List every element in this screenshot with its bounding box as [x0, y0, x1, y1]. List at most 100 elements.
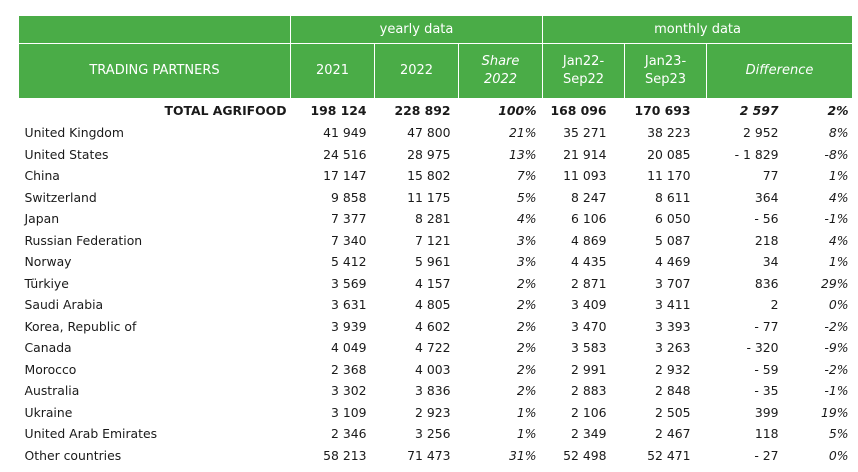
country-name: United Kingdom [24, 125, 124, 141]
difference-pct: -1% [824, 383, 849, 399]
value-jan23-sep23: 3 707 [655, 275, 691, 291]
difference-pct: -1% [824, 211, 849, 227]
value-2022: 4 003 [415, 361, 451, 377]
value-2021: 3 302 [331, 383, 367, 399]
difference: 77 [762, 168, 779, 184]
value-2022: 47 800 [407, 125, 451, 141]
difference: 2 952 [743, 125, 779, 141]
value-2021: 3 109 [331, 404, 367, 420]
difference-pct: -9% [824, 340, 849, 356]
header-share-2022: Share 2022 [457, 43, 544, 99]
header-column-row: TRADING PARTNERS 2021 2022 Share 2022 Ja… [18, 43, 854, 99]
value-jan22-sep22: 2 349 [571, 426, 607, 442]
table-row: Other countries 58 213 71 473 31% 52 498 52 4… [19, 445, 853, 467]
value-jan22-sep22: 4 435 [571, 254, 607, 270]
share-2022: 21% [508, 125, 537, 141]
value-2022: 4 722 [415, 340, 451, 356]
value-2022: 2 923 [415, 404, 451, 420]
country-name: United Arab Emirates [24, 426, 158, 442]
value-2022: 7 121 [415, 232, 451, 248]
value-jan22-sep22: 8 247 [571, 189, 607, 205]
difference-pct: 1% [828, 254, 849, 270]
total-difference: 2 597 [706, 98, 793, 122]
value-jan22-sep22: 21 914 [563, 146, 607, 162]
value-2021: 24 516 [323, 146, 367, 162]
difference-pct: 0% [828, 297, 849, 313]
header-trading-partners: TRADING PARTNERS [18, 43, 291, 99]
value-jan22-sep22: 3 409 [571, 297, 607, 313]
table-row: Korea, Republic of 3 939 4 602 2% 3 470 3 393… [19, 316, 853, 338]
header-jan23-sep23: Jan23- Sep23 [624, 43, 708, 99]
value-jan23-sep23: 2 505 [655, 404, 691, 420]
table-row: Türkiye 3 569 4 157 2% 2 871 3 707 836 29% [19, 273, 853, 295]
value-2021: 5 412 [331, 254, 367, 270]
value-jan22-sep22: 35 271 [563, 125, 607, 141]
table-header: yearly data monthly data TRADING PARTNER… [18, 15, 854, 99]
value-jan23-sep23: 11 170 [647, 168, 691, 184]
value-2021: 41 949 [323, 125, 367, 141]
table-row: Japan 7 377 8 281 4% 6 106 6 050 - 56 -1% [19, 208, 853, 230]
table-row: Switzerland 9 858 11 175 5% 8 247 8 611 364 4% [19, 187, 853, 209]
header-group-monthly: monthly data [542, 15, 854, 44]
value-jan23-sep23: 3 411 [655, 297, 691, 313]
value-jan22-sep22: 2 883 [571, 383, 607, 399]
share-2022: 2% [516, 361, 537, 377]
header-group-row: yearly data monthly data [18, 15, 854, 44]
country-name: Morocco [24, 361, 77, 377]
share-2022: 1% [516, 404, 537, 420]
value-2022: 4 602 [415, 318, 451, 334]
value-jan22-sep22: 52 498 [563, 447, 607, 463]
difference-pct: -8% [824, 146, 849, 162]
country-name: Switzerland [24, 189, 97, 205]
share-2022: 3% [516, 232, 537, 248]
difference-pct: 0% [828, 447, 849, 463]
value-2022: 28 975 [407, 146, 451, 162]
value-jan23-sep23: 52 471 [647, 447, 691, 463]
difference: 399 [754, 404, 779, 420]
table-row: United States 24 516 28 975 13% 21 914 20 085… [19, 144, 853, 166]
value-jan23-sep23: 4 469 [655, 254, 691, 270]
value-jan23-sep23: 2 848 [655, 383, 691, 399]
value-jan22-sep22: 2 991 [571, 361, 607, 377]
total-share: 100% [458, 98, 543, 122]
difference: 836 [754, 275, 779, 291]
difference-pct: 5% [828, 426, 849, 442]
share-2022: 7% [516, 168, 537, 184]
header-group-yearly: yearly data [289, 15, 544, 44]
value-jan22-sep22: 2 106 [571, 404, 607, 420]
header-difference: Difference [706, 43, 854, 99]
value-2022: 8 281 [415, 211, 451, 227]
difference: - 35 [754, 383, 779, 399]
country-name: China [24, 168, 60, 184]
header-2021: 2021 [290, 43, 375, 99]
value-2021: 4 049 [331, 340, 367, 356]
value-jan22-sep22: 6 106 [571, 211, 607, 227]
value-jan22-sep22: 2 871 [571, 275, 607, 291]
total-jan23-sep23: 170 693 [624, 98, 707, 122]
value-jan22-sep22: 4 869 [571, 232, 607, 248]
difference: 218 [754, 232, 779, 248]
country-name: Korea, Republic of [24, 318, 137, 334]
share-2022: 2% [516, 275, 537, 291]
difference-pct: -2% [824, 318, 849, 334]
share-2022: 2% [516, 318, 537, 334]
total-2021: 198 124 [290, 98, 375, 122]
share-2022: 2% [516, 297, 537, 313]
header-jan22-line2: Sep22 [562, 72, 605, 87]
value-2021: 17 147 [323, 168, 367, 184]
value-2021: 2 368 [331, 361, 367, 377]
header-share-line1: Share [481, 54, 520, 69]
value-2022: 15 802 [407, 168, 451, 184]
value-2022: 71 473 [407, 447, 451, 463]
table-row: Ukraine 3 109 2 923 1% 2 106 2 505 399 19% [19, 402, 853, 424]
difference: - 59 [754, 361, 779, 377]
value-jan22-sep22: 11 093 [563, 168, 607, 184]
difference: 2 [770, 297, 779, 313]
value-2021: 3 939 [331, 318, 367, 334]
country-name: United States [24, 146, 109, 162]
country-name: Türkiye [24, 275, 69, 291]
difference-pct: 4% [828, 232, 849, 248]
value-2022: 3 836 [415, 383, 451, 399]
value-2021: 7 377 [331, 211, 367, 227]
header-jan22-line1: Jan22- [562, 54, 605, 69]
